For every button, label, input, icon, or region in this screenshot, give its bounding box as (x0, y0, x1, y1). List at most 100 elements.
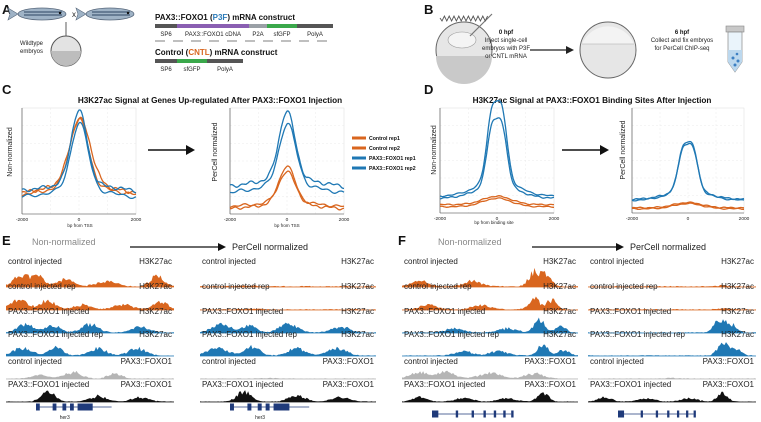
x-tick-label: -2000 (434, 216, 447, 222)
step1-line1: Inject single-cell (485, 38, 528, 44)
panel-e-letter: E (2, 233, 11, 248)
gene-model-exon (70, 403, 74, 411)
track-label: PAX3::FOXO1 injected (8, 380, 89, 389)
control-rep2-line (230, 170, 345, 211)
signal-track (6, 370, 174, 379)
gene-model-exon (493, 410, 497, 418)
track-label: control injected rep (404, 282, 472, 291)
gene-model-exon (432, 410, 439, 418)
track-mark-label: PAX3::FOXO1 (703, 357, 755, 366)
signal-track (402, 370, 578, 379)
signal-track (588, 391, 756, 402)
track-label: PAX3::FOXO1 injected (590, 307, 671, 316)
gene-name-label: her3 (255, 415, 265, 421)
track-mark-label: PAX3::FOXO1 (525, 380, 577, 389)
track-mark-label: H3K27ac (721, 282, 754, 291)
gene-model-exon (686, 410, 689, 418)
gene-model-exon (483, 410, 486, 418)
gene-model-exon (640, 410, 643, 418)
gene-model-exon (667, 410, 670, 418)
pax3foxo1-rep1-line (21, 109, 136, 194)
embryo-label-1: Wildtype (20, 41, 44, 47)
control-rep1-line (439, 195, 554, 206)
gene-model-exon (257, 403, 262, 411)
signal-track (402, 267, 578, 287)
panel-c-left-plot: -2000 0 2000 (16, 107, 142, 223)
panel-c-letter: C (2, 82, 12, 97)
track-mark-label: H3K27ac (139, 282, 172, 291)
gene-model-exon (273, 403, 290, 411)
embryo-label-2: embryos (20, 49, 43, 55)
panel-d-letter: D (424, 82, 433, 97)
pax3foxo1-rep2-line (230, 122, 345, 194)
mrna-wave-icon (439, 14, 489, 23)
panel-e: E Non-normalized PerCell normalized cont… (2, 233, 376, 421)
pax3foxo1-rep2-line (439, 99, 555, 198)
panel-f: F Non-normalized PerCell normalized cont… (398, 233, 756, 418)
legend-entry: Control rep1 (369, 136, 400, 142)
panel-c-right-plot: -2000 0 2000 (224, 107, 350, 223)
x-tick-label: 2000 (549, 216, 560, 222)
panel-d-title: H3K27ac Signal at PAX3::FOXO1 Binding Si… (473, 96, 712, 105)
track-mark-label: H3K27ac (543, 330, 576, 339)
pax3foxo1-rep2-line (21, 121, 137, 200)
track-label: control injected (590, 357, 644, 366)
track-mark-label: H3K27ac (341, 330, 374, 339)
x-tick-label: -2000 (16, 217, 29, 223)
panel-e-left-browser: control injected H3K27ac control injected … (6, 257, 174, 421)
track-label: PAX3::FOXO1 injected rep (404, 330, 500, 339)
construct2-bar (155, 59, 243, 63)
x-tick-label: 0 (286, 217, 289, 223)
e-header-arrow-icon (130, 243, 226, 251)
track-label: control injected (8, 257, 62, 266)
track-label: PAX3::FOXO1 injected (202, 307, 283, 316)
signal-track (402, 296, 578, 310)
track-mark-label: H3K27ac (341, 282, 374, 291)
construct2-title: Control (CNTL) mRNA construct (155, 48, 278, 57)
construct1-segment-label: SP6 (160, 32, 172, 38)
construct2-segment-label: sfGFP (183, 67, 200, 73)
panel-c-title: H3K27ac Signal at Genes Up-regulated Aft… (78, 96, 342, 105)
step2-line2: for PerCell ChIP-seq (654, 46, 709, 52)
panel-b-letter: B (424, 2, 433, 17)
step1-line2: embryos with P3F (482, 46, 530, 52)
panel-d-right-plot: -2000 0 2000 (626, 107, 750, 222)
track-label: PAX3::FOXO1 injected rep (590, 330, 686, 339)
gene-model-exon (471, 410, 474, 418)
track-label: control injected rep (590, 282, 658, 291)
control-rep2-line (631, 202, 744, 211)
construct1-segment-label: sfGFP (273, 32, 290, 38)
signal-track (200, 322, 376, 333)
signal-track (588, 319, 756, 333)
construct1-segment-label: PAX3::FOXO1 cDNA (185, 32, 241, 38)
construct1-segment-labels: SP6 PAX3::FOXO1 cDNA P2A sfGFP PolyA (160, 32, 323, 38)
gene-model-exon (511, 410, 514, 418)
gene-model-exon (455, 410, 459, 418)
gene-model-exon (247, 403, 252, 411)
construct2-segment-label: PolyA (217, 67, 233, 73)
panel-f-left-browser: control injected H3K27ac control injected … (402, 257, 578, 418)
construct2-segment-labels: SP6 sfGFP PolyA (160, 67, 233, 73)
gene-name-label: her3 (60, 415, 70, 421)
arrow-icon (530, 46, 574, 54)
signal-track (402, 392, 578, 402)
control-rep2-line (21, 116, 137, 195)
zebrafish-icon-left (7, 7, 67, 21)
panel-e-right-browser: control injected H3K27ac control injected … (200, 257, 376, 421)
track-label: PAX3::FOXO1 injected rep (8, 330, 104, 339)
panel-a: A x Wildtype embryos PAX3::FOXO1 (P3F) m… (2, 2, 333, 73)
track-label: control injected rep (202, 282, 270, 291)
panel-c-left-ylabel: Non-normalized (7, 127, 14, 177)
track-mark-label: PAX3::FOXO1 (121, 357, 173, 366)
track-mark-label: H3K27ac (139, 257, 172, 266)
signal-track (588, 308, 756, 310)
panel-d-left-plot: -2000 0 2000 (434, 99, 560, 222)
step2-line1: Collect and fix embryos (651, 38, 713, 44)
construct1-segment-label: P2A (252, 32, 263, 38)
gene-model-exon (265, 403, 270, 411)
step1-time: 0 hpf (499, 30, 514, 36)
track-label: PAX3::FOXO1 injected (8, 307, 89, 316)
f-header-arrow-icon (532, 243, 624, 251)
panel-f-right-header: PerCell normalized (630, 242, 706, 252)
